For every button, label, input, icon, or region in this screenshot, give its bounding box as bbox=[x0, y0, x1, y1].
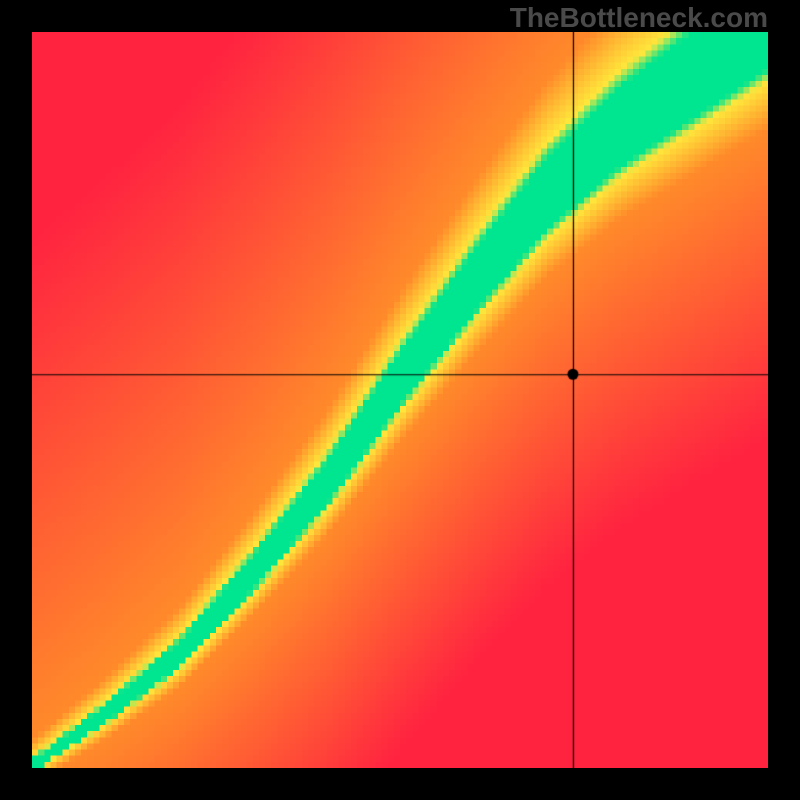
crosshair-overlay bbox=[32, 32, 768, 768]
watermark-text: TheBottleneck.com bbox=[510, 2, 768, 34]
chart-container: TheBottleneck.com bbox=[0, 0, 800, 800]
